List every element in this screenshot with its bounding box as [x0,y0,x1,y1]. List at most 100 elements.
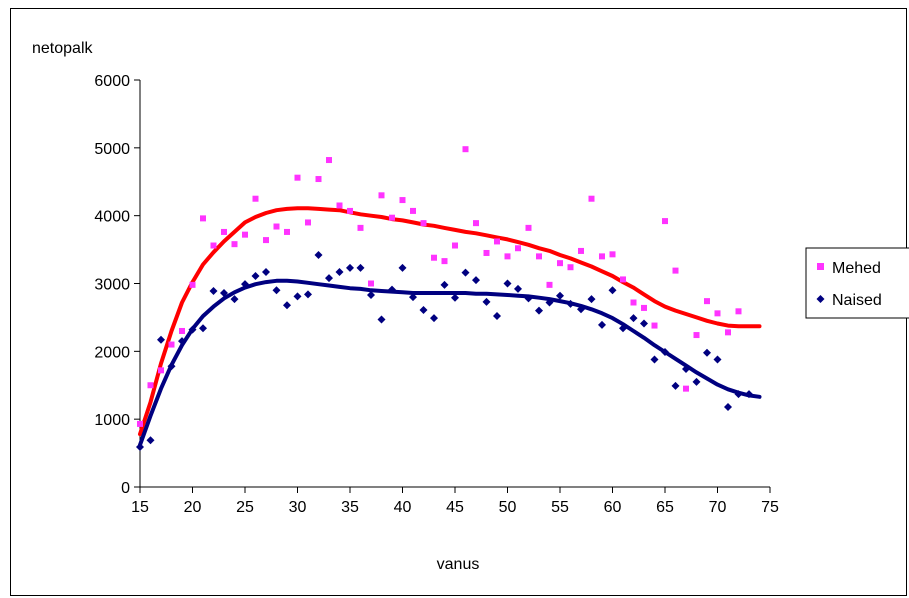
trend-line-naised [138,278,762,447]
data-point-naised [524,294,533,303]
data-point-naised [377,315,386,324]
data-point-naised [367,291,375,300]
data-point-mehed [693,332,700,339]
data-point-mehed [420,220,427,227]
data-point-naised [146,436,155,445]
data-point-naised [188,325,197,334]
data-point-mehed [378,192,385,199]
data-point-mehed [221,228,227,235]
data-point-naised [577,305,585,314]
data-point-naised [608,286,617,295]
x-tick-label: 45 [446,499,464,516]
data-point-mehed [410,207,416,214]
data-point-mehed [189,281,196,288]
data-point-mehed [242,231,248,238]
data-point-naised [251,272,260,281]
data-point-mehed [147,382,154,389]
chart-frame [10,8,907,596]
data-point-mehed [725,329,731,336]
data-point-mehed [599,253,605,260]
data-point-mehed [200,215,206,222]
data-point-mehed [578,247,584,254]
data-point-naised [398,263,407,272]
data-point-mehed [525,224,532,231]
data-point-naised [199,324,207,333]
legend-marker-mehed [817,263,824,270]
data-point-naised [629,314,638,323]
data-point-naised [503,279,512,288]
data-point-naised [566,299,575,308]
data-point-mehed [630,299,637,306]
data-point-naised [671,381,680,390]
x-tick-label: 60 [604,499,622,516]
legend-box [805,247,909,319]
data-point-mehed [473,220,479,227]
y-tick-label: 3000 [94,277,130,294]
x-tick-label: 20 [184,499,202,516]
x-tick-label: 65 [656,499,674,516]
data-point-mehed [672,267,679,274]
x-tick-label: 15 [131,499,149,516]
x-tick-label: 25 [236,499,254,516]
x-tick-label: 70 [709,499,727,516]
data-point-mehed [294,174,301,181]
plot-area: 0 1000 2000 3000 4000 5000 6000 15 20 25 30 35 40 45 5… [94,73,779,516]
data-point-mehed [651,322,658,329]
data-point-mehed [336,202,343,209]
data-point-mehed [683,385,689,392]
data-point-mehed [483,249,490,256]
data-point-naised [451,293,459,302]
data-point-mehed [263,237,269,244]
data-point-naised [556,291,564,300]
data-point-naised [493,312,501,321]
data-point-mehed [431,254,437,261]
data-point-naised [230,295,239,304]
data-point-naised [346,263,354,272]
data-point-mehed [399,197,406,204]
data-point-naised [619,324,627,333]
data-point-mehed [284,228,290,235]
y-tick-label: 6000 [94,73,130,90]
legend: Mehed Naised [805,247,909,319]
data-point-naised [283,301,291,310]
data-point-naised [388,285,396,294]
data-point-mehed [588,195,595,202]
data-point-naised [661,348,669,357]
data-point-mehed [210,242,217,249]
data-point-mehed [326,157,332,164]
data-point-mehed [704,298,710,305]
data-point-mehed [357,224,364,231]
data-point-naised [598,320,606,329]
y-axis-title: netopalk [32,40,93,57]
data-point-mehed [641,304,647,311]
data-point-mehed [158,367,164,374]
data-point-mehed [462,146,469,153]
data-point-mehed [179,327,185,334]
data-point-naised [535,306,543,315]
data-point-naised [209,286,218,295]
data-point-naised [514,284,522,293]
data-point-naised [482,297,491,306]
data-point-mehed [315,176,322,183]
y-tick-label: 2000 [94,344,130,361]
data-point-mehed [305,219,311,226]
data-point-mehed [273,223,280,230]
data-point-naised [461,268,470,277]
legend-label-naised: Naised [832,292,882,309]
data-point-naised [136,442,144,451]
data-point-naised [241,280,249,289]
data-point-mehed [494,238,500,245]
data-point-mehed [441,258,448,265]
data-point-naised [325,274,333,283]
data-point-mehed [620,276,626,283]
data-point-naised [178,337,186,346]
data-point-naised [545,298,554,307]
data-point-mehed [714,310,721,317]
data-point-naised [220,288,228,297]
x-tick-label: 50 [499,499,517,516]
x-tick-label: 55 [551,499,569,516]
data-point-naised [335,267,344,276]
data-point-mehed [557,260,563,267]
data-point-naised [734,390,743,399]
data-point-mehed [168,341,175,348]
